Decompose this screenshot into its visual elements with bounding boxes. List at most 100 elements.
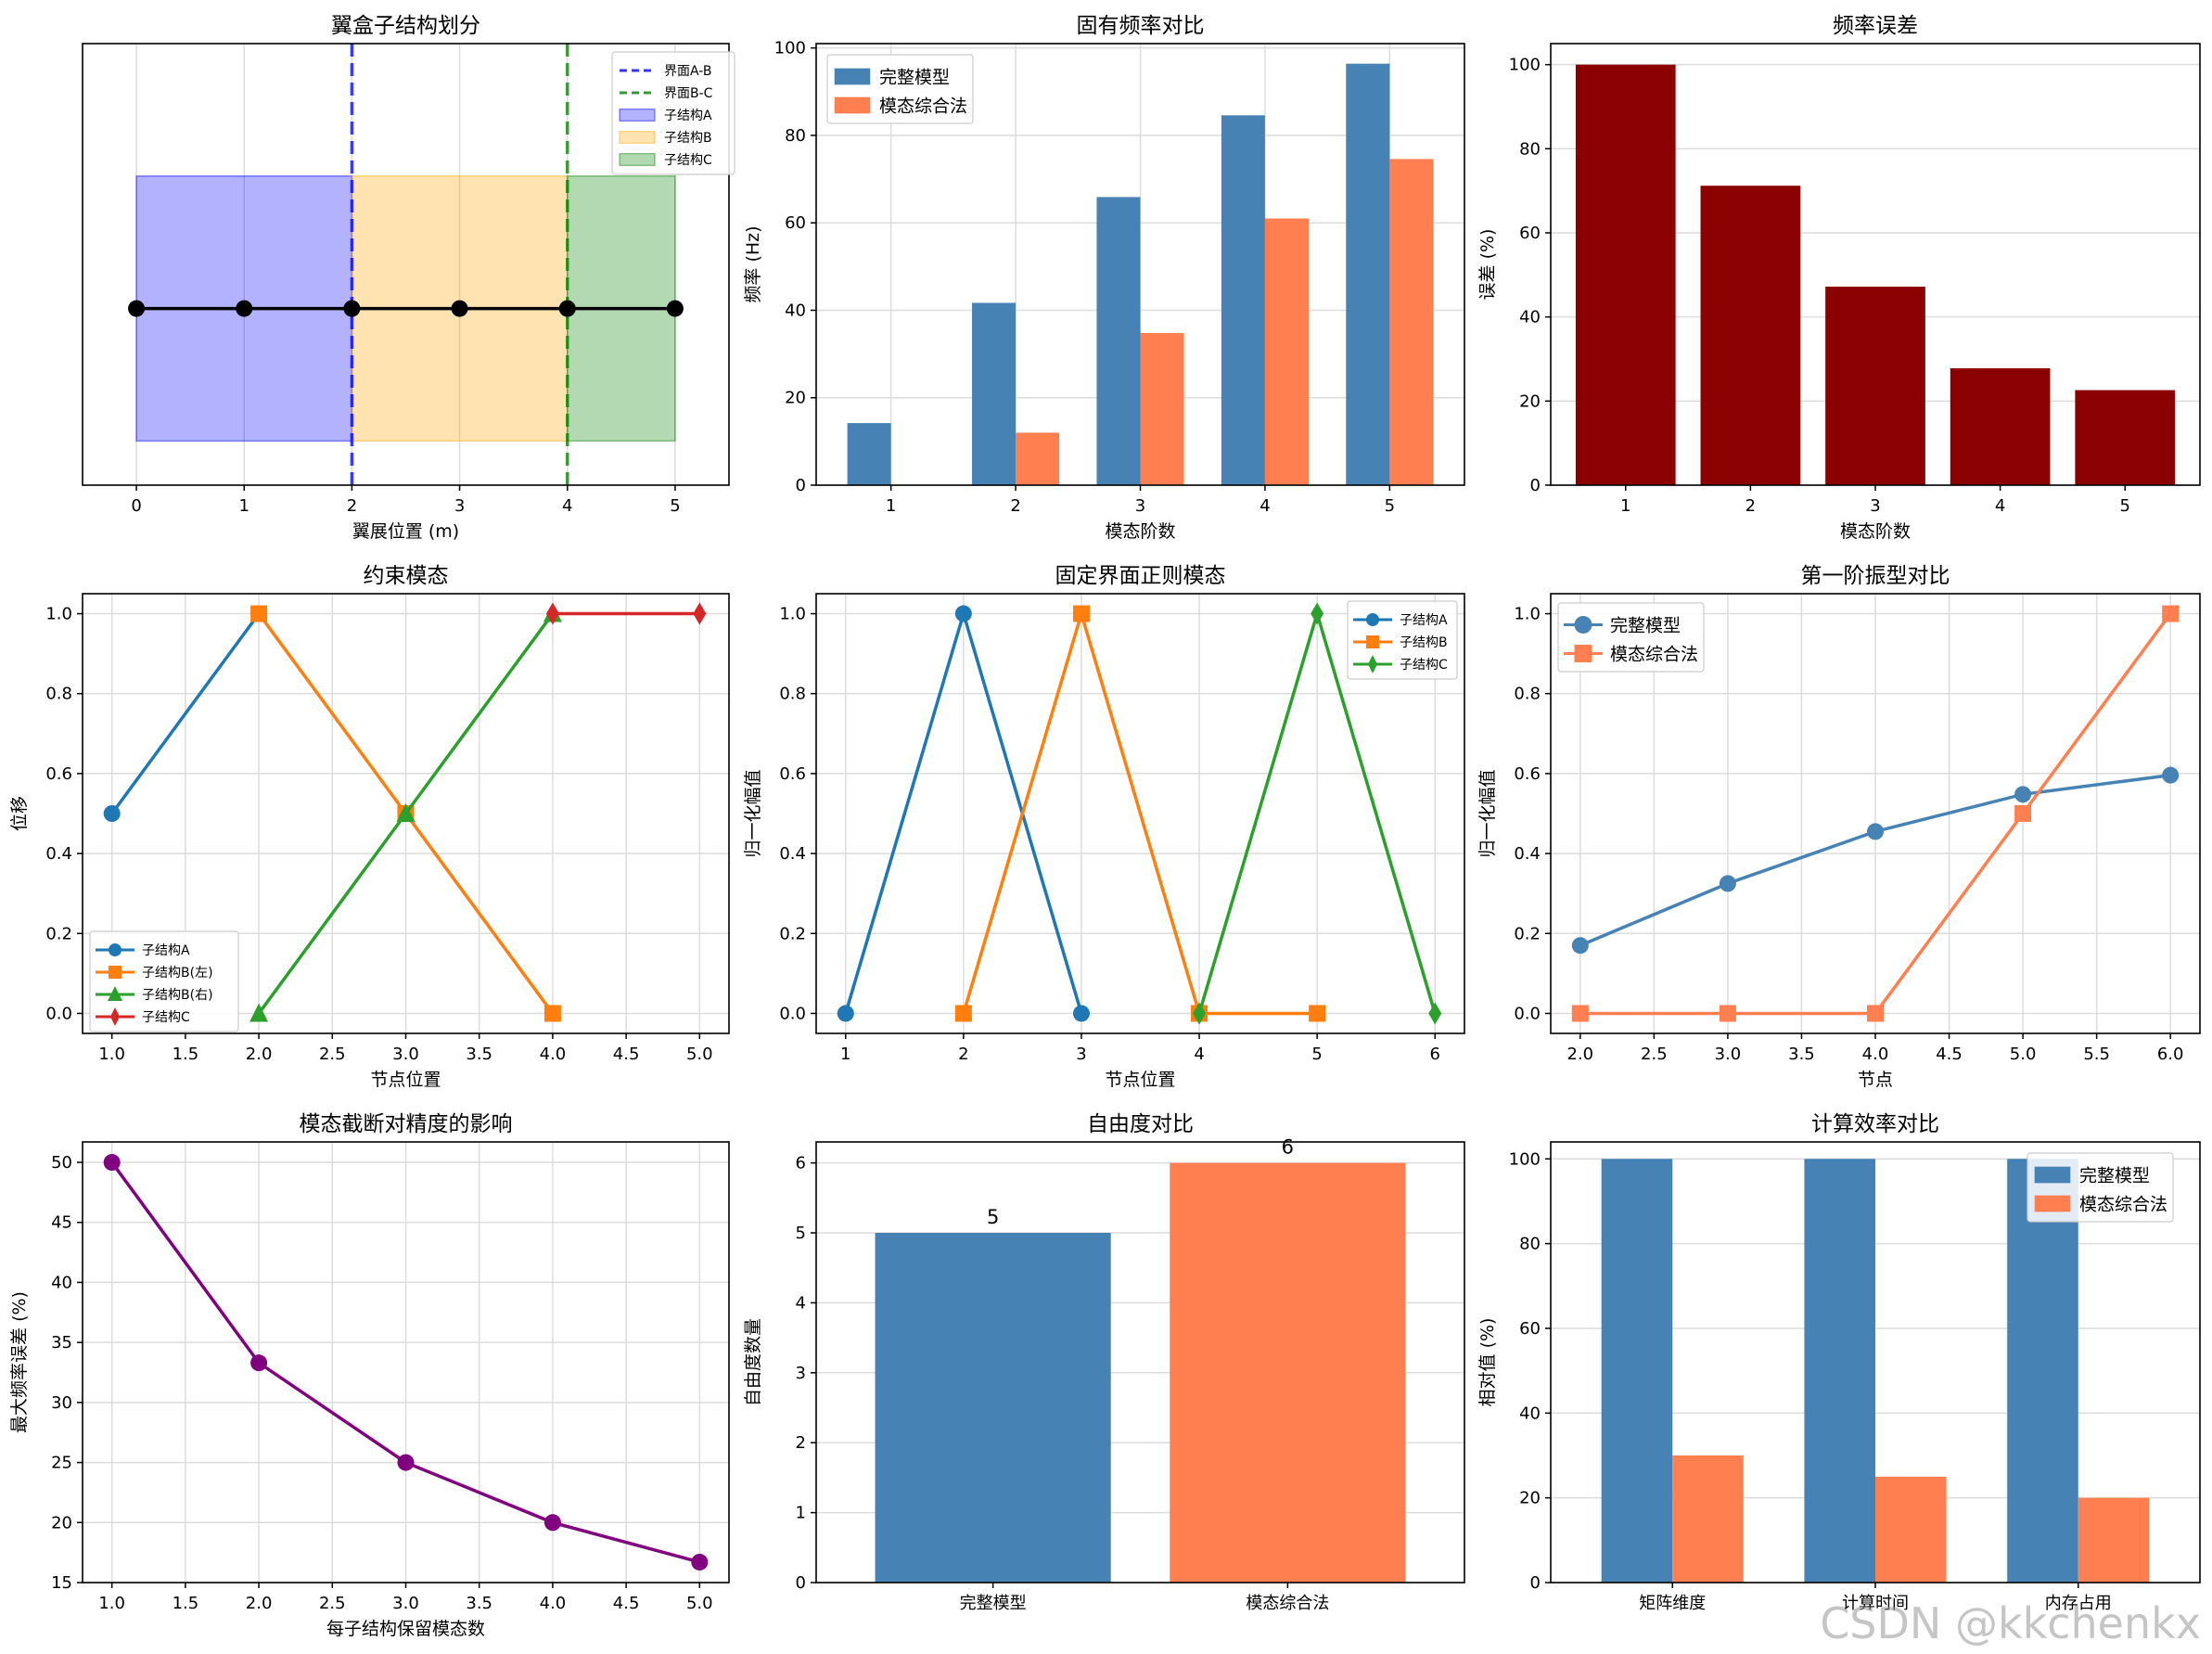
bar: [2078, 1497, 2150, 1583]
y-tick-label: 15: [51, 1573, 72, 1593]
legend-label: 子结构C: [664, 153, 712, 168]
data-point: [691, 1553, 709, 1571]
axes-frame: [815, 593, 1465, 1034]
x-tick-label: 3: [1135, 496, 1145, 516]
data-point: [954, 1005, 972, 1022]
y-tick-label: 1.0: [779, 605, 806, 624]
bar: [2075, 390, 2176, 485]
x-tick-label: 2.5: [319, 1045, 346, 1064]
x-tick-label: 5.0: [2010, 1045, 2037, 1064]
x-tick-label: 1: [840, 1045, 850, 1064]
legend-swatch: [834, 96, 871, 114]
data-point: [545, 602, 559, 625]
bar: [1096, 197, 1141, 485]
x-tick-label: 4: [1259, 496, 1270, 516]
y-tick-label: 1.0: [1514, 605, 1541, 624]
x-tick-label: 5.5: [2083, 1045, 2110, 1064]
data-point: [103, 805, 121, 822]
x-tick-label: 2: [958, 1045, 968, 1064]
y-tick-label: 2: [796, 1433, 806, 1453]
bar: [1346, 63, 1390, 486]
y-tick-label: 0.0: [45, 1004, 72, 1023]
y-tick-label: 0.6: [779, 764, 806, 784]
x-tick-label: 1.0: [98, 1594, 125, 1613]
x-axis-label: 模态阶数: [1105, 521, 1175, 542]
data-point: [1366, 635, 1379, 648]
x-tick-label: 2.5: [319, 1594, 346, 1613]
node-point: [451, 300, 468, 317]
data-point: [1428, 1002, 1442, 1025]
x-tick-label: 5: [1311, 1045, 1322, 1064]
data-point: [1366, 613, 1379, 626]
data-point: [109, 943, 121, 956]
axes-frame: [1550, 593, 2201, 1034]
legend-label: 子结构B(右): [142, 988, 213, 1003]
legend-item: 子结构B: [619, 131, 712, 146]
chart-title: 自由度对比: [1087, 1112, 1194, 1136]
plot-area: 56: [875, 1136, 1406, 1583]
x-axis-label: 节点位置: [1105, 1070, 1175, 1090]
series: [954, 605, 1326, 1022]
x-axis-label: 模态阶数: [1840, 521, 1911, 542]
legend-swatch: [619, 153, 656, 166]
y-tick-label: 0.8: [1514, 685, 1541, 704]
x-tick-label: 3.0: [1715, 1045, 1742, 1064]
x-tick-label: 3.0: [392, 1045, 419, 1064]
bar: [1264, 218, 1309, 486]
y-tick-label: 80: [785, 126, 806, 146]
series: [1193, 602, 1442, 1025]
y-axis-label: 最大频率误差 (%): [9, 1291, 30, 1433]
bar: [1804, 1159, 1875, 1583]
axes-frame: [1550, 1141, 2201, 1583]
node-point: [343, 300, 361, 317]
y-tick-label: 0.2: [1514, 924, 1541, 943]
node-point: [128, 300, 146, 317]
x-tick-label: 2: [347, 496, 357, 516]
legend-label: 完整模型: [1610, 615, 1681, 635]
plot-area: [128, 44, 684, 485]
plot-area: [837, 602, 1442, 1025]
plot-area: [103, 602, 707, 1022]
data-point: [837, 1005, 854, 1022]
chart-title: 固定界面正则模态: [1055, 564, 1226, 588]
series: [1571, 766, 2180, 955]
bar: [1016, 432, 1060, 485]
data-point: [1368, 655, 1377, 673]
x-tick-label: 1.5: [173, 1045, 199, 1064]
legend-label: 界面A-B: [664, 64, 711, 79]
x-tick-label: 4.5: [613, 1594, 640, 1613]
chart-title: 频率误差: [1833, 14, 1918, 38]
x-tick-label: 模态综合法: [1246, 1594, 1329, 1613]
chart-title: 固有频率对比: [1077, 14, 1205, 38]
x-tick-label: 5: [670, 496, 680, 516]
x-tick-label: 内存占用: [2045, 1594, 2112, 1613]
data-point: [1072, 605, 1090, 622]
y-tick-label: 0.0: [779, 1004, 806, 1023]
legend-item: 模态综合法: [2034, 1194, 2167, 1214]
data-point: [543, 1514, 561, 1532]
legend-item: 界面A-B: [620, 64, 711, 79]
legend-item: 完整模型: [2034, 1165, 2150, 1186]
axes-frame: [815, 1141, 1465, 1583]
data-point: [103, 1154, 121, 1172]
series: [103, 1154, 709, 1571]
data-point: [1574, 616, 1592, 634]
y-tick-label: 4: [796, 1293, 806, 1313]
data-point: [2014, 786, 2032, 803]
legend-label: 界面B-C: [664, 86, 713, 101]
data-point: [397, 1454, 415, 1471]
legend-item: 子结构A: [619, 109, 712, 123]
y-tick-label: 0: [796, 476, 806, 495]
node-point: [236, 300, 253, 317]
x-tick-label: 6: [1430, 1045, 1440, 1064]
data-point: [1719, 1005, 1736, 1022]
x-tick-label: 4: [1995, 496, 2005, 516]
bar: [1221, 115, 1265, 486]
bar: [1875, 1476, 1947, 1583]
y-tick-label: 40: [51, 1273, 72, 1292]
